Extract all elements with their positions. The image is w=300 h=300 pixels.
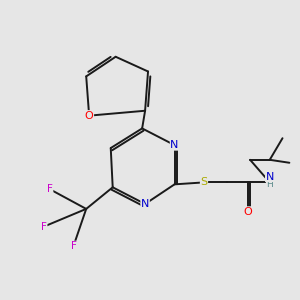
Text: S: S — [200, 177, 208, 188]
Text: H: H — [266, 180, 273, 189]
Text: N: N — [141, 199, 149, 209]
Text: N: N — [266, 172, 274, 182]
Text: N: N — [170, 140, 179, 150]
Text: F: F — [41, 222, 47, 232]
Text: O: O — [85, 111, 94, 121]
Text: F: F — [70, 241, 76, 251]
Text: F: F — [47, 184, 53, 194]
Text: O: O — [244, 207, 253, 217]
